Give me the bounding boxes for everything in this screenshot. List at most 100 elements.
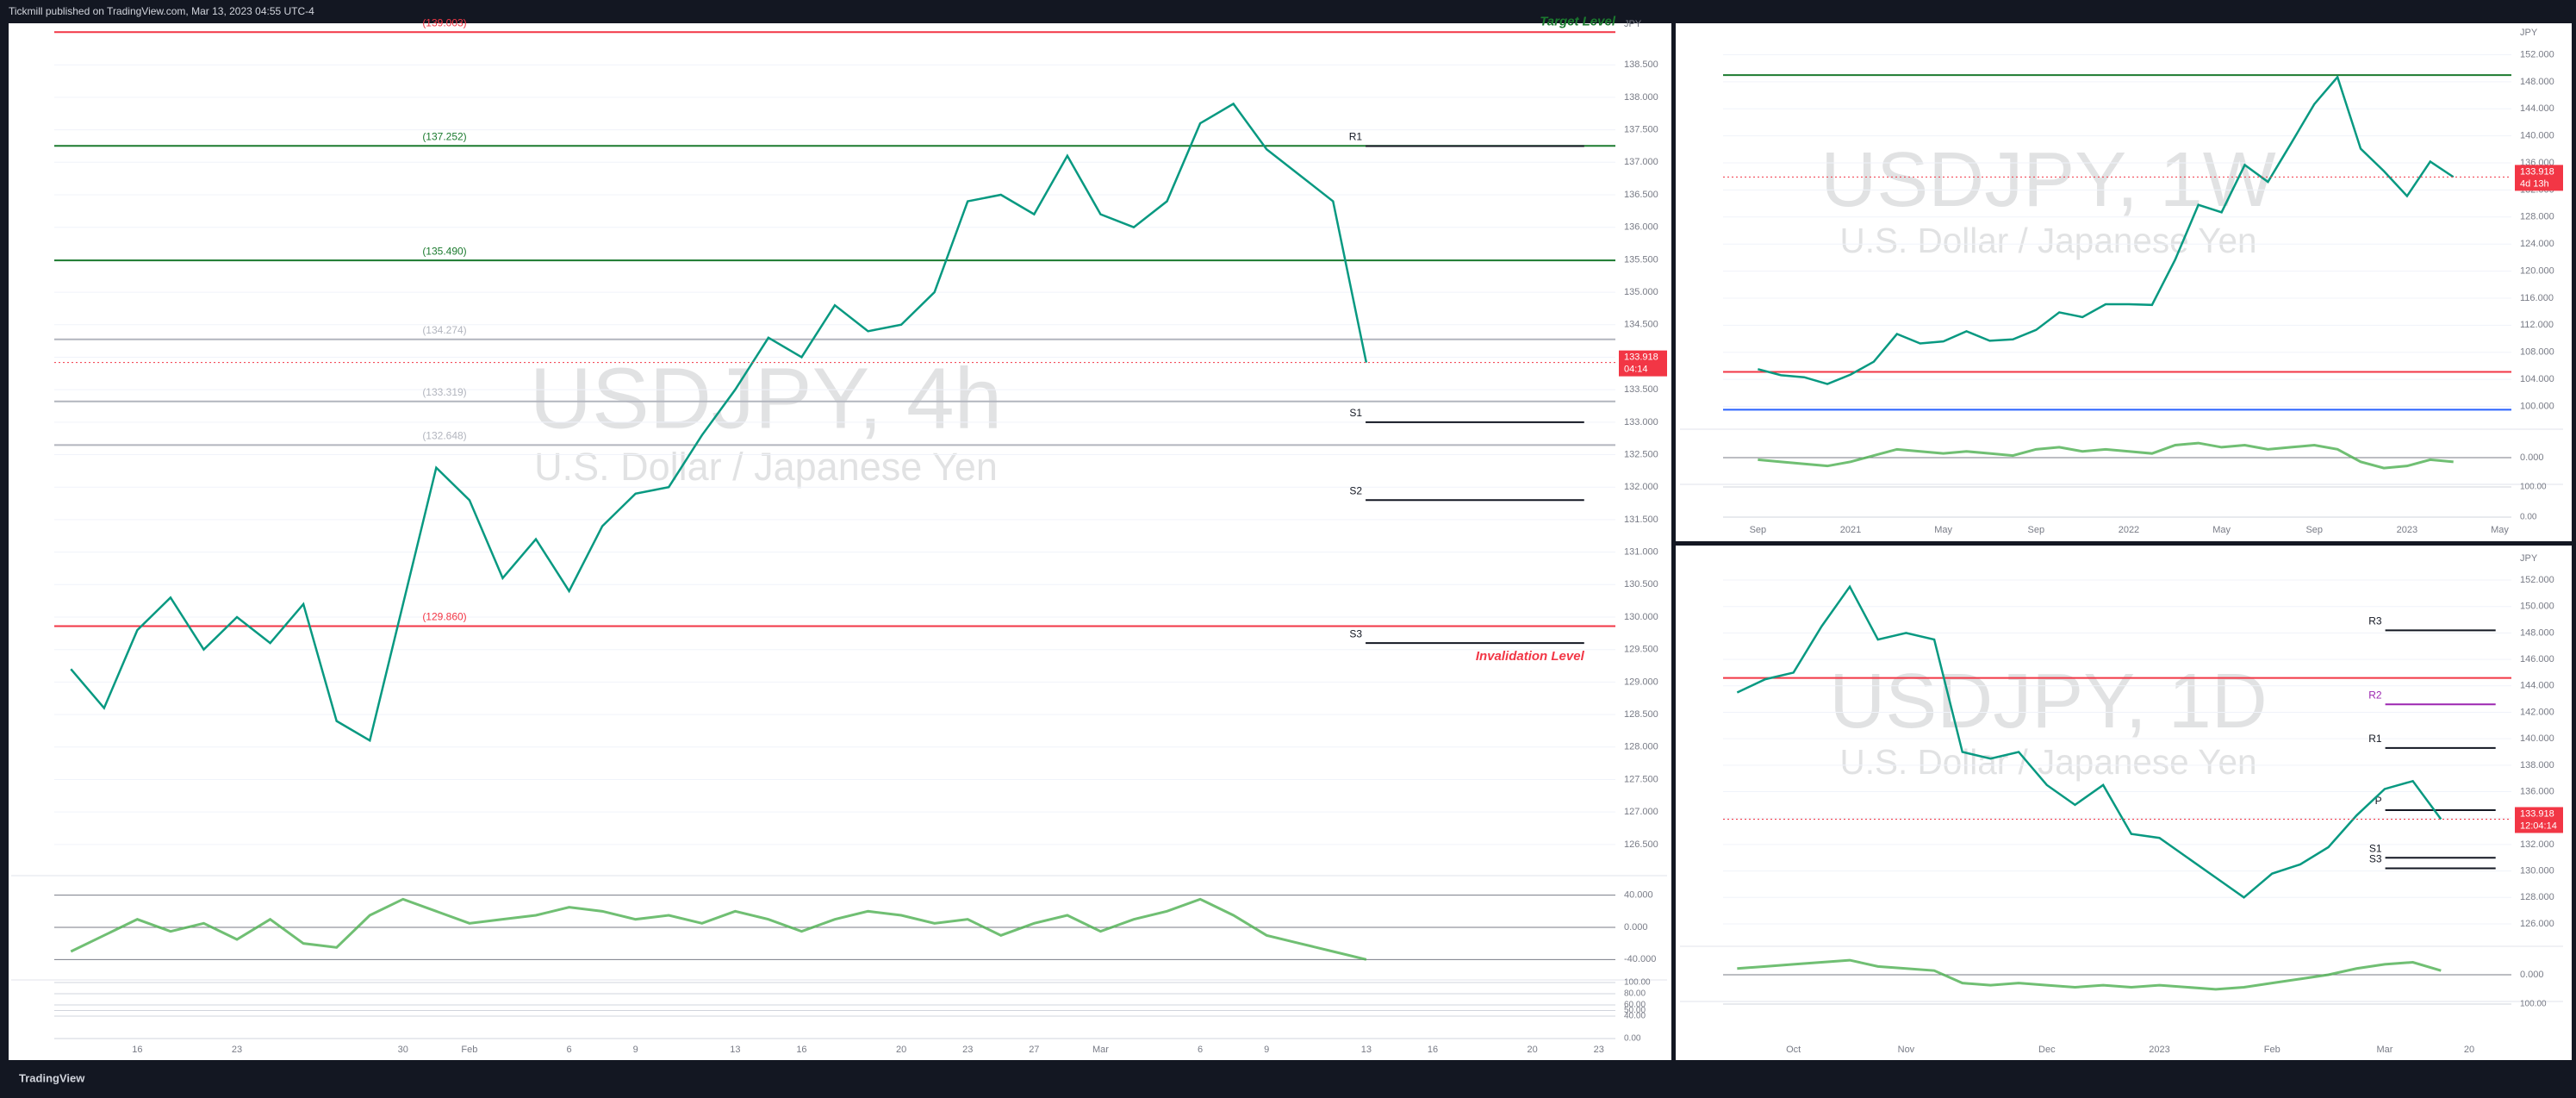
y-tick-label: 136.000: [2520, 786, 2554, 796]
level-label: (135.490): [422, 245, 466, 257]
y-tick-label: 126.000: [2520, 919, 2554, 929]
stoch-tick-label: 0.00: [1624, 1034, 1641, 1044]
y-tick-label: 126.500: [1624, 839, 1658, 850]
x-tick-label: Sep: [2028, 525, 2045, 535]
x-tick-label: Sep: [2305, 525, 2323, 535]
osc-line: [1758, 441, 2454, 470]
y-tick-label: 132.000: [1624, 482, 1658, 492]
y-tick-label: 130.000: [1624, 612, 1658, 622]
x-tick-label: Feb: [2264, 1045, 2280, 1055]
footer-brand[interactable]: TradingView: [19, 1071, 85, 1084]
x-tick-label: Mar: [2376, 1045, 2392, 1055]
osc-line: [1737, 958, 2442, 991]
y-tick-label: 134.500: [1624, 320, 1658, 330]
last-price-tag: [2515, 807, 2563, 833]
x-tick-label: 6: [1198, 1045, 1203, 1055]
y-tick-label: 138.000: [1624, 92, 1658, 103]
level-label: S1: [1349, 407, 1362, 419]
y-tick-label: 142.000: [2520, 707, 2554, 717]
level-note: Invalidation Level: [1476, 649, 1585, 664]
stoch-tick-label: 100.00: [2520, 1000, 2547, 1009]
y-tick-label: 144.000: [2520, 681, 2554, 691]
level-label: (139.003): [422, 16, 466, 28]
osc-tick-label: -40.000: [1624, 954, 1656, 964]
level-label: (134.274): [422, 324, 466, 336]
level-label: S3: [1349, 627, 1362, 639]
stoch-tick-label: 80.00: [1624, 989, 1646, 999]
y-tick-label: 116.000: [2520, 293, 2554, 303]
x-tick-label: Mar: [1092, 1045, 1109, 1055]
x-tick-label: 23: [232, 1045, 242, 1055]
header-text: Tickmill published on TradingView.com, M…: [9, 5, 314, 17]
countdown-label: 04:14: [1624, 365, 1648, 375]
watermark-title: USDJPY, 1W: [1820, 137, 2276, 223]
y-tick-label: 130.000: [2520, 866, 2554, 877]
y-tick-label: 138.500: [1624, 59, 1658, 70]
y-tick-label: 152.000: [2520, 575, 2554, 585]
price-line: [1736, 584, 2442, 899]
y-tick-label: 120.000: [2520, 265, 2554, 276]
level-label: P: [2375, 795, 2382, 807]
level-note: Target Level: [1540, 14, 1616, 28]
y-tick-label: 128.000: [1624, 742, 1658, 752]
level-label: S2: [1349, 484, 1362, 496]
last-price-label: 133.918: [2520, 808, 2554, 819]
x-tick-label: 16: [796, 1045, 806, 1055]
y-tick-label: 112.000: [2520, 320, 2554, 330]
level-label: (129.860): [422, 611, 466, 623]
y-tick-label: 137.000: [1624, 157, 1658, 167]
stoch-tick-label: 100.00: [2520, 483, 2547, 492]
x-tick-label: 2023: [2149, 1045, 2169, 1055]
last-price-label: 133.918: [2520, 166, 2554, 177]
x-tick-label: May: [1934, 525, 1952, 535]
panel-1w: [1676, 23, 2572, 541]
watermark-subtitle: U.S. Dollar / Japanese Yen: [1839, 742, 2256, 782]
x-tick-label: 9: [633, 1045, 638, 1055]
level-label: (137.252): [422, 130, 466, 142]
x-tick-label: 23: [962, 1045, 973, 1055]
x-tick-label: 2021: [1840, 525, 1861, 535]
x-tick-label: 2022: [2119, 525, 2139, 535]
y-tick-label: 128.000: [2520, 892, 2554, 902]
y-tick-label: 128.500: [1624, 709, 1658, 720]
y-tick-label: 138.000: [2520, 760, 2554, 770]
watermark-title: USDJPY, 4h: [530, 350, 1002, 446]
level-label: (133.319): [422, 386, 466, 398]
x-tick-label: May: [2491, 525, 2509, 535]
level-label: S1: [2369, 842, 2382, 854]
x-tick-label: Feb: [461, 1045, 477, 1055]
stoch-tick-label: 60.00: [1624, 1001, 1646, 1010]
x-tick-label: 6: [567, 1045, 572, 1055]
y-tick-label: 135.000: [1624, 287, 1658, 297]
stoch-tick-label: 100.00: [1624, 978, 1651, 988]
y-tick-label: 132.000: [2520, 839, 2554, 850]
currency: JPY: [2520, 28, 2538, 38]
stoch-tick-label: 50.00: [1624, 1006, 1646, 1015]
watermark-subtitle: U.S. Dollar / Japanese Yen: [534, 445, 998, 489]
currency: JPY: [2520, 553, 2538, 564]
osc-tick-label: 0.000: [2520, 970, 2544, 980]
x-tick-label: 13: [730, 1045, 740, 1055]
y-tick-label: 140.000: [2520, 131, 2554, 141]
x-tick-label: 20: [2464, 1045, 2474, 1055]
x-tick-label: 13: [1361, 1045, 1372, 1055]
y-tick-label: 152.000: [2520, 49, 2554, 59]
x-tick-label: 27: [1029, 1045, 1039, 1055]
y-tick-label: 144.000: [2520, 103, 2554, 114]
y-tick-label: 132.500: [1624, 449, 1658, 459]
y-tick-label: 129.000: [1624, 677, 1658, 687]
x-tick-label: 16: [132, 1045, 142, 1055]
panel-1d: [1676, 546, 2572, 1060]
level-label: R1: [2368, 733, 2382, 745]
x-tick-label: 30: [398, 1045, 408, 1055]
y-tick-label: 146.000: [2520, 654, 2554, 664]
x-tick-label: Dec: [2038, 1045, 2056, 1055]
y-tick-label: 129.500: [1624, 645, 1658, 655]
countdown-label: 12:04:14: [2520, 820, 2557, 831]
y-tick-label: 133.500: [1624, 384, 1658, 395]
x-tick-label: 9: [1264, 1045, 1269, 1055]
x-tick-label: 20: [896, 1045, 906, 1055]
last-price-tag: [2515, 165, 2563, 191]
y-tick-label: 133.000: [1624, 417, 1658, 427]
stoch-tick-label: 0.00: [2520, 513, 2537, 522]
